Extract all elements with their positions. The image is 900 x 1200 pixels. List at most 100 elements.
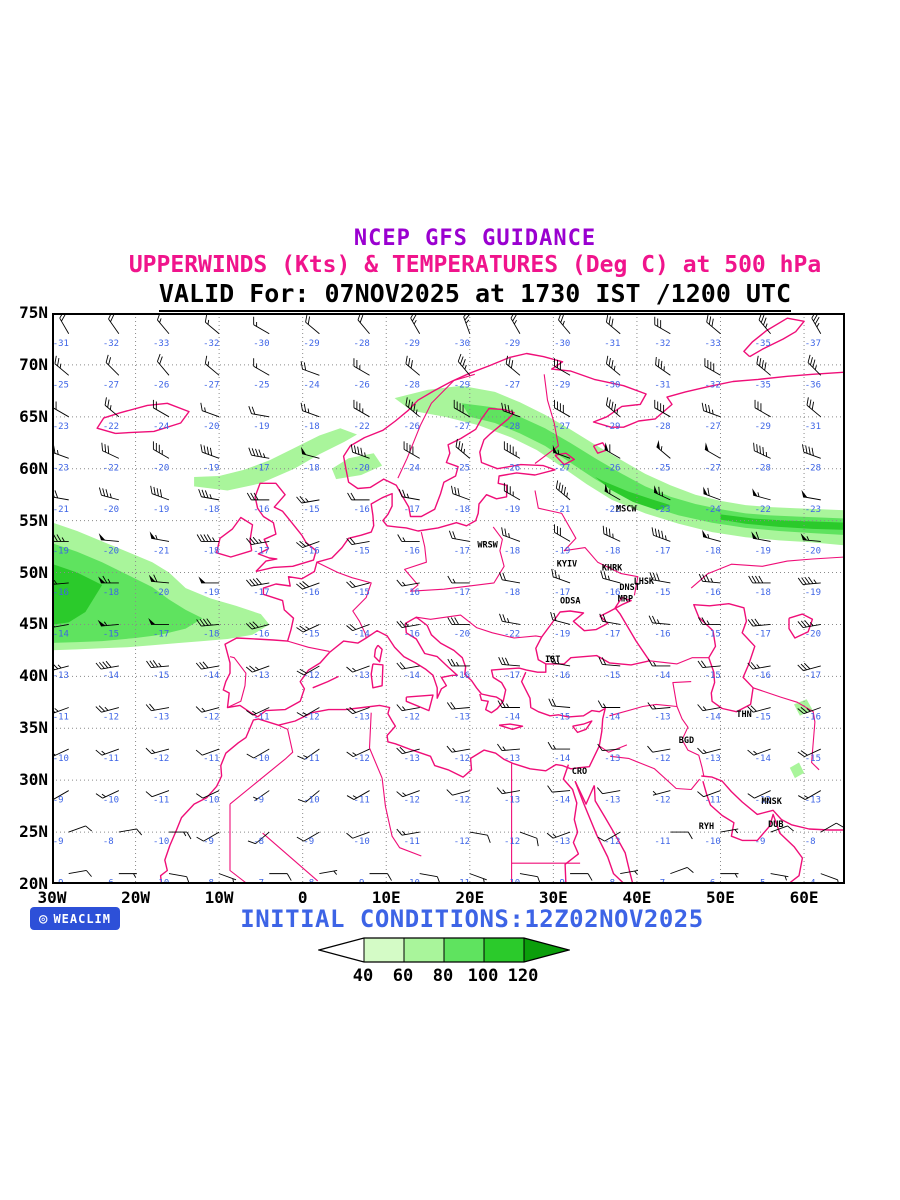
barb-full-tick: [346, 795, 355, 800]
barb-full-tick: [496, 787, 503, 794]
barb-full-tick: [701, 402, 705, 411]
wind-barb: [448, 530, 470, 542]
temperature-value: -27: [504, 380, 520, 390]
barb-full-tick: [54, 490, 59, 499]
wind-barb: [195, 748, 220, 756]
barb-full-tick: [613, 403, 617, 412]
barb-full-tick: [803, 662, 811, 670]
barb-full-tick: [250, 492, 256, 501]
wind-barb: [156, 313, 170, 335]
barb-full-tick: [547, 741, 553, 750]
barb-full-tick: [145, 791, 153, 798]
wind-barb: [95, 790, 120, 799]
wind-barb: [59, 313, 70, 334]
temperature-value: -16: [704, 588, 720, 598]
weaclim-logo[interactable]: ◎ WEACLIM: [30, 907, 121, 930]
temperature-value: -13: [654, 713, 670, 723]
barb-half-tick: [352, 667, 357, 672]
barb-half-tick: [59, 363, 62, 369]
line-shape: [504, 448, 521, 459]
temperature-value: -12: [203, 713, 219, 723]
wind-barb: [549, 655, 571, 667]
barb-flag: [704, 442, 709, 452]
temperature-value: -13: [354, 713, 370, 723]
wind-barb: [554, 399, 571, 418]
wind-barb: [653, 485, 671, 501]
wind-barb: [168, 831, 192, 840]
line-shape: [410, 317, 421, 334]
barb-full-tick: [446, 702, 453, 710]
barb-full-tick: [408, 399, 411, 408]
temperature-value: -28: [805, 463, 821, 473]
barb-full-tick: [447, 617, 453, 625]
line-shape: [202, 748, 220, 756]
temperature-value: -8: [103, 837, 114, 847]
wind-barb: [446, 701, 470, 710]
line-shape: [501, 663, 520, 667]
barb-full-tick: [451, 485, 454, 494]
barb-half-tick: [405, 622, 409, 627]
barb-full-tick: [152, 660, 159, 668]
barb-full-tick: [245, 623, 253, 630]
station-label: DUB: [768, 820, 783, 830]
border-line: [649, 657, 709, 665]
barb-half-tick: [557, 449, 560, 455]
barb-full-tick: [797, 621, 804, 628]
wind-barb: [797, 748, 821, 758]
wind-barb: [168, 873, 190, 884]
temperature-value: -16: [354, 505, 370, 515]
wind-barb: [118, 828, 143, 836]
coastline: [405, 694, 434, 712]
wind-barb: [218, 873, 237, 884]
barb-full-tick: [204, 355, 208, 364]
barb-full-tick: [300, 402, 303, 411]
line-shape: [603, 533, 621, 542]
coastline: [593, 785, 634, 884]
barb-full-tick: [52, 489, 55, 498]
wind-barb: [246, 536, 270, 545]
temperature-value: -12: [755, 796, 771, 806]
wind-barb: [410, 313, 421, 334]
wind-barb: [447, 575, 470, 584]
wind-barb: [811, 313, 822, 334]
temperature-value: -9: [53, 837, 64, 847]
barb-full-tick: [560, 314, 564, 323]
barb-full-tick: [754, 618, 760, 626]
temperature-value: -14: [604, 713, 620, 723]
barb-full-tick: [258, 449, 263, 458]
barb-flag: [752, 488, 758, 497]
temperature-value: -28: [755, 463, 771, 473]
barb-half-tick: [813, 579, 817, 584]
temperature-value: -10: [704, 837, 720, 847]
wind-barb: [346, 580, 370, 589]
barb-full-tick: [396, 747, 403, 755]
barb-full-tick: [246, 753, 254, 759]
wind-barb: [98, 533, 119, 542]
line-shape: [151, 748, 170, 755]
wind-barb: [752, 488, 771, 501]
legend-right-tip: [524, 938, 569, 962]
wind-barb: [499, 572, 521, 584]
wind-barb: [68, 870, 92, 877]
barb-full-tick: [209, 447, 213, 456]
station-label: DNST: [619, 583, 639, 593]
wind-barb: [797, 662, 821, 672]
wind-barb: [505, 355, 521, 376]
wind-barb: [397, 534, 420, 542]
barb-full-tick: [56, 534, 62, 542]
wind-barb: [806, 397, 822, 418]
temperature-value: -32: [103, 339, 119, 349]
wind-barb: [357, 313, 370, 335]
line-shape: [556, 487, 571, 501]
line-shape: [52, 407, 69, 418]
wind-barb: [296, 831, 320, 842]
coastline: [490, 596, 651, 702]
wind-speed-legend: 40 60 80 100 120: [318, 937, 570, 988]
temperature-value: -10: [303, 796, 319, 806]
barb-full-tick: [500, 700, 506, 708]
line-shape: [553, 576, 571, 584]
line-shape: [157, 319, 170, 335]
barb-full-tick: [195, 662, 202, 670]
line-shape: [469, 831, 488, 836]
barb-half-tick: [207, 361, 210, 366]
